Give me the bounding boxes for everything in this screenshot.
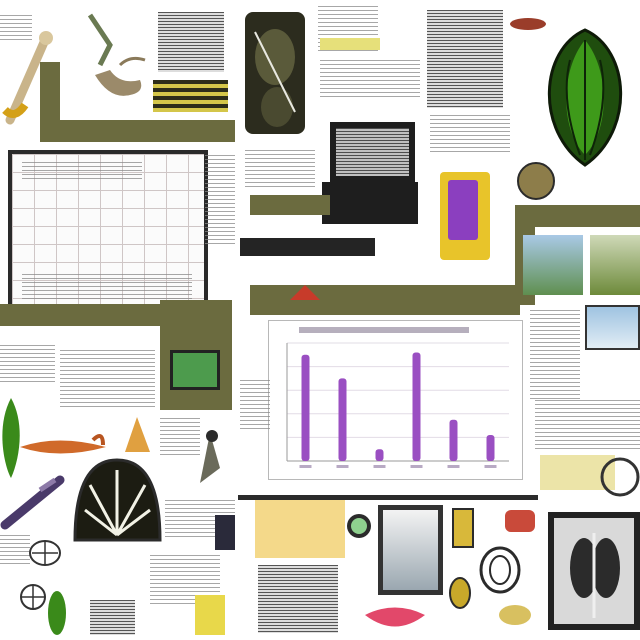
text-block xyxy=(258,565,338,633)
text-block xyxy=(320,60,420,100)
glass-dome-icon xyxy=(73,458,162,542)
tick-label-placeholder xyxy=(484,465,497,468)
yellow-strip xyxy=(153,80,228,112)
leaf-icon xyxy=(600,457,640,497)
shield-icon xyxy=(20,584,46,610)
text-block xyxy=(205,155,235,245)
yellow-block xyxy=(452,508,474,548)
photo xyxy=(590,235,640,295)
tick-label-placeholder xyxy=(373,465,386,468)
chart-title-placeholder xyxy=(299,327,469,333)
jar-icon xyxy=(440,172,490,260)
tick-label-placeholder xyxy=(336,465,349,468)
egg-icon xyxy=(517,162,555,200)
text-block xyxy=(22,274,192,300)
fish-icon xyxy=(87,13,146,96)
device-base xyxy=(322,182,418,224)
monitor-device xyxy=(330,122,415,182)
text-block xyxy=(0,345,55,385)
text-block xyxy=(530,310,580,400)
bar xyxy=(301,354,310,461)
photo xyxy=(383,510,438,590)
jar-liquid xyxy=(448,180,478,240)
monitor-screen xyxy=(336,128,409,176)
grid-panel xyxy=(8,150,208,315)
photo xyxy=(523,235,583,295)
text-block xyxy=(158,12,224,72)
chart-panel xyxy=(268,320,523,480)
bird-icon xyxy=(365,607,425,627)
text-block xyxy=(535,400,640,450)
dark-bar xyxy=(240,238,375,256)
yellow-sheet xyxy=(255,500,345,558)
shield-icon xyxy=(29,540,61,566)
text-block xyxy=(427,10,503,108)
radial-icon xyxy=(554,518,634,624)
bird-icon xyxy=(290,285,320,300)
olive-shelf xyxy=(250,195,330,215)
lightbulb-icon xyxy=(347,514,371,538)
text-scrap xyxy=(0,15,32,40)
text-block xyxy=(60,350,155,410)
tick-label-placeholder xyxy=(447,465,460,468)
bar xyxy=(338,378,347,461)
text-block xyxy=(240,380,270,430)
text-block xyxy=(160,418,200,458)
carrot-icon xyxy=(20,434,106,454)
red-item xyxy=(505,510,535,532)
bar xyxy=(449,419,458,461)
text-block xyxy=(0,535,30,565)
leaf-icon xyxy=(2,398,20,478)
bar-chart xyxy=(286,327,509,468)
onion-icon xyxy=(547,28,623,167)
tick-label-placeholder xyxy=(299,465,312,468)
beetle-icon xyxy=(499,605,531,625)
dark-bar xyxy=(238,495,538,500)
text-block xyxy=(90,600,135,635)
grid-sheet xyxy=(12,154,204,311)
bug-icon xyxy=(449,577,471,609)
bone-icon xyxy=(2,31,53,125)
tick-label-placeholder xyxy=(410,465,423,468)
seed-icon xyxy=(510,18,546,30)
olive-shelf xyxy=(40,120,235,142)
olive-shelf xyxy=(515,205,640,227)
xray-panel xyxy=(548,512,640,630)
bar xyxy=(486,435,495,461)
shield-icon xyxy=(479,546,521,594)
bird-icon xyxy=(200,430,220,483)
lizard-icon xyxy=(0,475,65,530)
yellow-label xyxy=(320,38,380,50)
text-block xyxy=(430,115,510,155)
photo xyxy=(585,305,640,350)
bar xyxy=(375,449,384,461)
bar xyxy=(412,352,421,461)
leaf-frame xyxy=(245,12,305,134)
leaf-icon xyxy=(254,29,296,127)
dark-block xyxy=(215,515,235,550)
text-block xyxy=(22,162,142,182)
device-screen xyxy=(170,350,220,390)
yellow-sheet xyxy=(195,595,225,635)
framed-photo xyxy=(378,505,443,595)
text-block xyxy=(245,150,315,190)
leaf-icon xyxy=(48,591,66,635)
fly-icon xyxy=(125,417,150,452)
